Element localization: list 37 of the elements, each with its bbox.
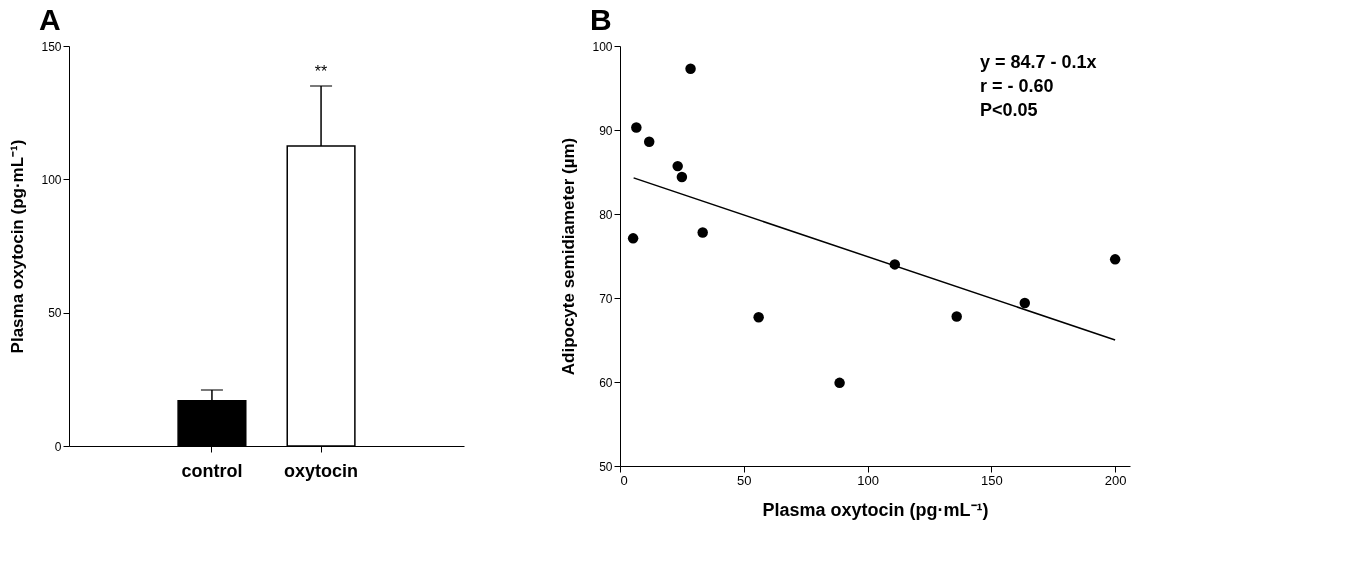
point (697, 227, 708, 238)
point (676, 171, 688, 183)
y-tick-label: 100 (592, 39, 613, 54)
x-tick-label: 200 (1104, 472, 1127, 488)
point (951, 311, 962, 322)
point (643, 136, 655, 147)
chart-title: A (38, 3, 61, 36)
x-tick-label: oxytocin (284, 460, 359, 481)
y-tick-label: 80 (599, 207, 613, 222)
chart-title: B (589, 3, 612, 36)
y-tick-label: 100 (41, 172, 62, 187)
point (753, 312, 764, 323)
y-axis-title: Adipocyte semidiameter (µm) (559, 137, 579, 376)
x-tick-label: control (181, 460, 243, 481)
y-tick-label: 60 (599, 375, 613, 390)
point (834, 377, 845, 389)
point (631, 122, 642, 133)
point (672, 160, 683, 172)
y-axis-title: Plasma oxytocin (pg·mL⁻¹) (8, 139, 28, 354)
y-tick-label: 50 (48, 306, 62, 321)
x-axis-title: Plasma oxytocin (pg·mL⁻¹) (762, 499, 989, 520)
y-tick-label: 90 (599, 123, 613, 138)
x-tick-label: 0 (620, 472, 628, 488)
annotation: ** (314, 63, 328, 80)
y-tick-label: 0 (54, 439, 62, 454)
point (685, 63, 696, 74)
x-tick-label: 100 (857, 472, 879, 488)
point (627, 233, 639, 244)
annotation: y = 84.7 - 0.1x (980, 52, 1097, 72)
annotation: r = - 0.60 (980, 76, 1054, 96)
y-tick-label: 150 (41, 39, 62, 54)
point (1109, 254, 1121, 265)
annotation: P<0.05 (980, 100, 1038, 120)
y-tick-label: 70 (599, 291, 613, 306)
x-tick-label: 50 (737, 472, 752, 488)
x-tick-label: 150 (981, 472, 1003, 488)
point (1019, 297, 1031, 309)
